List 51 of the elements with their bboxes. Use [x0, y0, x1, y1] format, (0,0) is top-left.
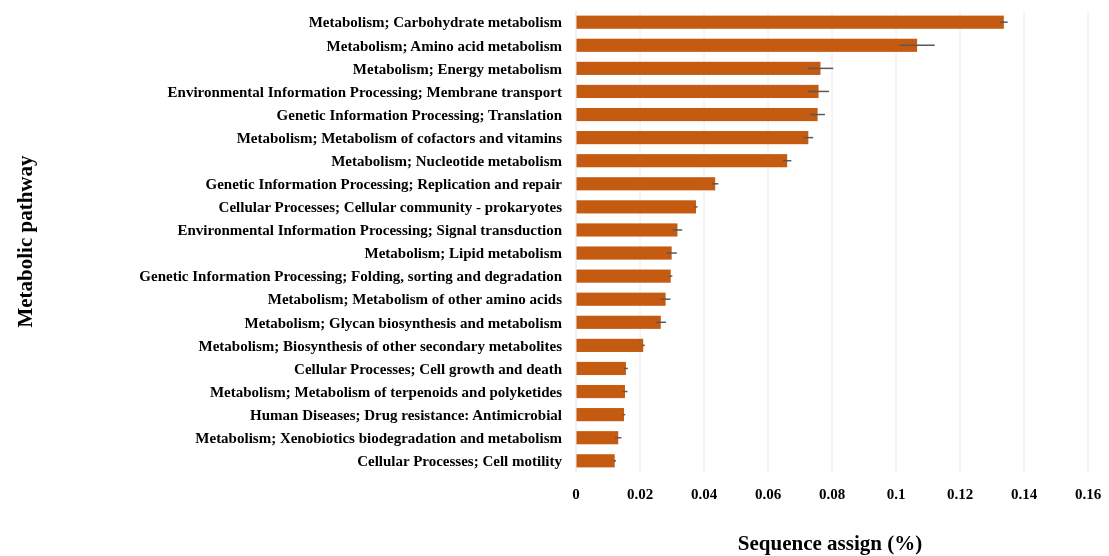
y-tick-label: Metabolism; Metabolism of cofactors and vitamins	[236, 129, 563, 146]
bar	[576, 154, 788, 168]
x-tick-label: 0.02	[626, 486, 654, 502]
x-tick-label: 0.04	[690, 486, 718, 502]
x-tick-label: 0	[572, 486, 580, 502]
y-tick-label: Metabolism; Metabolism of terpenoids and polyketides	[209, 383, 563, 400]
bar	[576, 15, 1004, 29]
bar	[576, 107, 818, 122]
y-tick-label: Cellular Processes; Cell growth and death	[294, 360, 563, 377]
y-tick-label: Metabolism; Xenobiotics biodegradation and metabolism	[195, 429, 563, 446]
bar	[576, 246, 672, 260]
x-tick-label: 0.12	[946, 486, 974, 502]
x-tick-label: 0.08	[818, 486, 846, 502]
bar	[576, 408, 624, 422]
bar	[576, 454, 615, 468]
bar	[576, 200, 696, 214]
x-axis-title: Sequence assign (%)	[737, 531, 923, 555]
bar	[576, 269, 671, 283]
y-tick-label: Genetic Information Processing; Translation	[276, 106, 563, 123]
x-tick-label: 0.1	[886, 486, 906, 502]
bar	[576, 38, 918, 52]
bar	[576, 84, 819, 99]
y-tick-label: Environmental Information Processing; Membrane transport	[167, 83, 562, 100]
bar	[576, 131, 809, 145]
y-tick-label: Human Diseases; Drug resistance: Antimicrobial	[250, 406, 562, 423]
y-axis-title: Metabolic pathway	[13, 154, 37, 328]
y-tick-label: Cellular Processes; Cellular community - prokaryotes	[218, 199, 563, 216]
bar	[576, 361, 626, 376]
bar	[576, 315, 661, 329]
x-tick-label: 0.06	[754, 486, 782, 502]
y-tick-label: Metabolism; Carbohydrate metabolism	[308, 14, 563, 31]
bar	[576, 61, 821, 75]
bar	[576, 177, 716, 191]
y-tick-label: Environmental Information Processing; Signal transduction	[177, 222, 563, 239]
y-tick-label: Genetic Information Processing; Folding, sorting and degradation	[139, 268, 563, 285]
y-tick-label: Metabolism; Nucleotide metabolism	[331, 152, 563, 169]
y-tick-label: Metabolism; Lipid metabolism	[364, 245, 563, 262]
bar	[576, 338, 644, 352]
bar	[576, 384, 625, 399]
x-tick-label: 0.14	[1010, 486, 1038, 502]
x-tick-label: 0.16	[1074, 486, 1102, 502]
y-tick-label: Metabolism; Metabolism of other amino acids	[267, 291, 563, 308]
bar	[576, 431, 619, 445]
y-tick-label: Metabolism; Amino acid metabolism	[326, 37, 563, 54]
y-tick-label: Metabolism; Biosynthesis of other secondary metabolites	[198, 337, 563, 354]
y-tick-label: Genetic Information Processing; Replication and repair	[205, 176, 563, 193]
y-tick-label: Metabolism; Glycan biosynthesis and metabolism	[244, 314, 563, 331]
y-tick-label: Metabolism; Energy metabolism	[352, 60, 563, 77]
bar	[576, 223, 678, 237]
y-tick-label: Cellular Processes; Cell motility	[357, 453, 563, 470]
bar	[576, 292, 666, 306]
